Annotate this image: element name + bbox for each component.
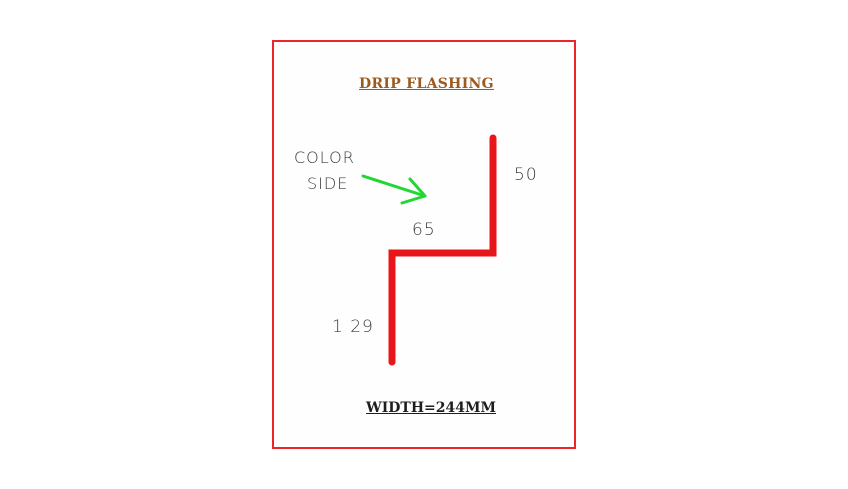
width-label: WIDTH=244MM: [366, 400, 497, 416]
dimension-top: 50: [514, 165, 538, 185]
dimension-bottom: 1 29: [332, 317, 374, 337]
dimension-middle: 65: [412, 220, 436, 240]
color-side-label-line1: COLOR: [294, 148, 355, 167]
drawing-sheet: [272, 40, 576, 449]
color-side-label-line2: SIDE: [307, 174, 349, 193]
drawing-title: DRIP FLASHING: [359, 76, 494, 92]
